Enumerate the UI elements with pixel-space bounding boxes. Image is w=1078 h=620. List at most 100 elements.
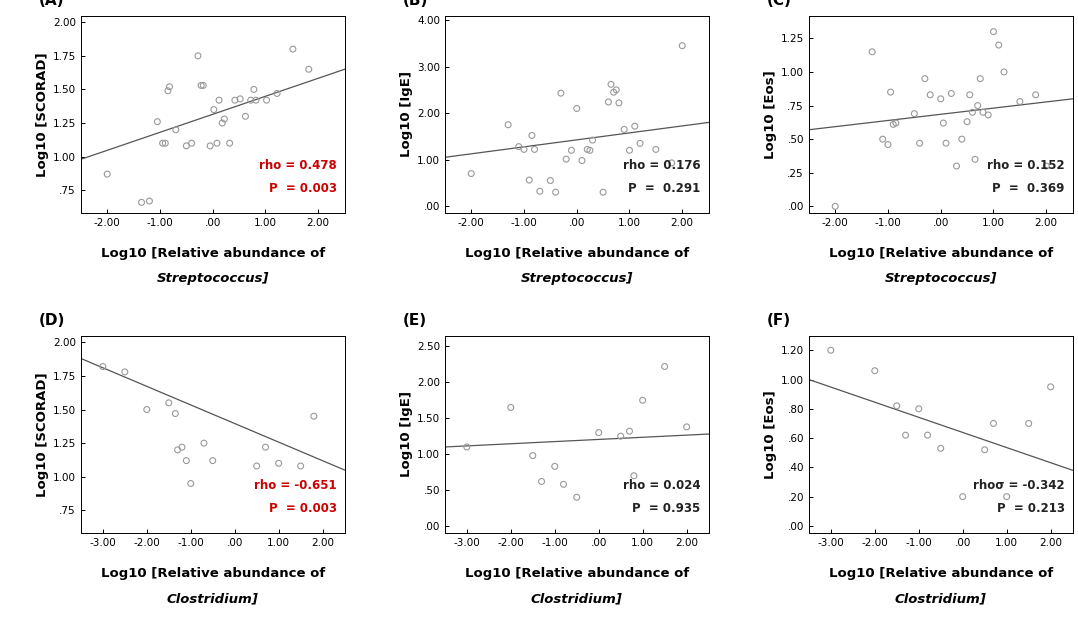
Point (195, 438, 212, 448)
Point (531, 186, 549, 196)
Point (885, 120, 902, 130)
Point (141, 196, 158, 206)
Text: (C): (C) (766, 0, 791, 7)
Point (542, 175, 559, 185)
Point (964, 107, 981, 117)
Point (156, 138, 174, 148)
Point (568, 492, 585, 502)
Point (887, 118, 904, 128)
Point (975, 107, 992, 117)
Text: (A): (A) (39, 0, 65, 7)
Point (247, 95, 264, 105)
Point (948, 161, 965, 171)
Point (226, 95, 244, 105)
Point (910, 404, 927, 414)
Text: Streptococcus]: Streptococcus] (885, 272, 997, 285)
Point (258, 95, 275, 105)
Point (246, 84, 263, 94)
Y-axis label: Log10 [SCORAD]: Log10 [SCORAD] (36, 52, 49, 177)
Point (205, 105, 222, 115)
Point (612, 432, 630, 441)
Point (161, 82, 178, 92)
Text: P  = 0.003: P = 0.003 (268, 182, 336, 195)
Point (980, 110, 997, 120)
Point (98, 169, 115, 179)
Point (599, 97, 617, 107)
Text: (F): (F) (766, 312, 791, 328)
Point (882, 87, 899, 97)
Point (942, 89, 959, 99)
Point (990, 40, 1007, 50)
Point (221, 138, 238, 148)
Point (866, 366, 883, 376)
Point (563, 145, 580, 155)
Point (954, 492, 971, 502)
Point (257, 442, 274, 452)
Point (605, 87, 622, 97)
Point (557, 154, 575, 164)
Point (502, 402, 520, 412)
Text: Clostridium]: Clostridium] (530, 593, 623, 606)
Text: P  = 0.935: P = 0.935 (633, 502, 701, 515)
Point (626, 121, 644, 131)
Point (202, 141, 219, 151)
Point (573, 156, 591, 166)
Point (678, 422, 695, 432)
Point (584, 135, 602, 145)
Point (663, 158, 680, 168)
Point (524, 451, 541, 461)
Point (248, 461, 265, 471)
Point (555, 479, 572, 489)
Text: rho = 0.176: rho = 0.176 (623, 159, 701, 172)
Point (976, 445, 993, 454)
Point (616, 125, 633, 135)
Point (499, 120, 516, 130)
Point (149, 117, 166, 126)
Point (971, 74, 989, 84)
Point (268, 89, 286, 99)
Text: P  =  0.369: P = 0.369 (993, 182, 1065, 195)
Point (608, 85, 625, 95)
Point (167, 125, 184, 135)
Point (458, 442, 475, 452)
Text: rho = 0.024: rho = 0.024 (623, 479, 701, 492)
Point (169, 445, 186, 455)
Point (625, 471, 642, 480)
Point (998, 492, 1015, 502)
Text: P  = 0.213: P = 0.213 (997, 502, 1065, 515)
Point (1027, 90, 1045, 100)
Point (210, 95, 227, 105)
Point (621, 145, 638, 155)
Point (603, 79, 620, 89)
Point (167, 409, 184, 419)
Point (985, 418, 1003, 428)
Point (922, 90, 939, 100)
Point (183, 138, 201, 148)
Point (590, 428, 607, 438)
Text: rhoσ = -0.342: rhoσ = -0.342 (973, 479, 1065, 492)
Point (216, 114, 233, 124)
Point (880, 140, 897, 149)
Point (462, 169, 480, 179)
Point (985, 27, 1003, 37)
Point (874, 134, 892, 144)
Point (160, 86, 177, 95)
Point (911, 138, 928, 148)
Point (178, 456, 195, 466)
Point (533, 477, 550, 487)
Point (243, 95, 260, 105)
Point (962, 90, 979, 100)
Point (154, 138, 171, 148)
Point (897, 430, 914, 440)
Point (271, 458, 288, 468)
Y-axis label: Log10 [Eos]: Log10 [Eos] (763, 70, 776, 159)
Point (547, 187, 564, 197)
Point (116, 367, 134, 377)
Text: Log10 [Relative abundance of: Log10 [Relative abundance of (100, 247, 324, 260)
Point (916, 74, 934, 84)
Text: Log10 [Relative abundance of: Log10 [Relative abundance of (829, 567, 1053, 580)
Y-axis label: Log10 [IgE]: Log10 [IgE] (400, 391, 413, 477)
Point (995, 67, 1012, 77)
Point (966, 154, 983, 164)
Point (547, 461, 564, 471)
